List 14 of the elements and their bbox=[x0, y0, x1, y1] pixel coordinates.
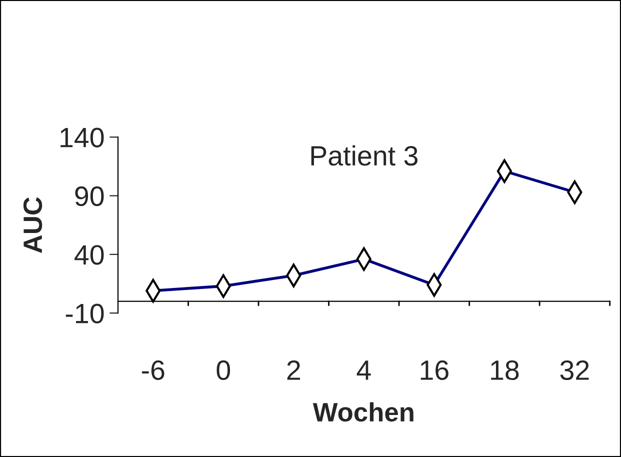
x-tick-label: 4 bbox=[356, 360, 371, 380]
x-tick-label: 2 bbox=[287, 360, 300, 380]
x-axis-title: Wochen bbox=[312, 402, 414, 422]
x-tick-label: 32 bbox=[560, 360, 589, 380]
x-tick-label: 18 bbox=[491, 360, 519, 380]
x-tick-label: 16 bbox=[420, 360, 448, 380]
y-tick-label: -10 bbox=[66, 304, 104, 324]
x-tick-label: 0 bbox=[216, 360, 230, 380]
y-axis-title: AUC bbox=[23, 197, 42, 254]
x-tick-label: -6 bbox=[142, 360, 164, 380]
y-tick-label: 90 bbox=[75, 186, 104, 206]
y-tick-label: 40 bbox=[74, 245, 104, 265]
y-tick-label: 140 bbox=[60, 128, 104, 148]
chart-title: Patient 3 bbox=[311, 145, 418, 166]
